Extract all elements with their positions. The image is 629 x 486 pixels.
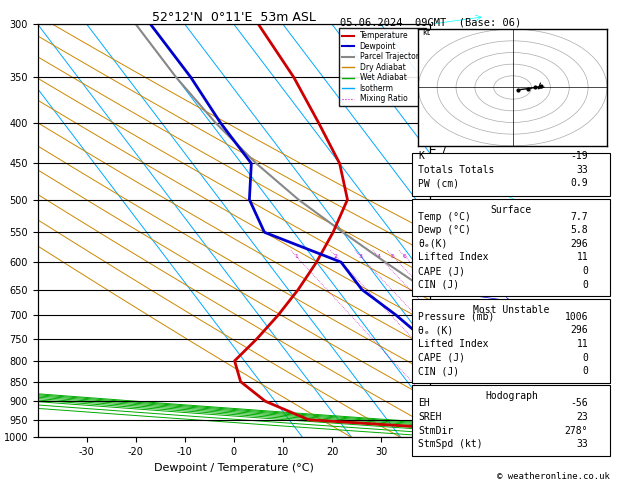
Text: Surface: Surface <box>491 205 532 215</box>
Text: StmDir: StmDir <box>418 426 454 435</box>
Text: -19: -19 <box>571 151 588 161</box>
Text: θₑ(K): θₑ(K) <box>418 239 448 249</box>
Text: 1: 1 <box>294 254 298 259</box>
Text: 1006: 1006 <box>565 312 588 322</box>
Text: 0: 0 <box>582 366 588 376</box>
Text: © weatheronline.co.uk: © weatheronline.co.uk <box>498 472 610 481</box>
Text: 7.7: 7.7 <box>571 212 588 222</box>
Text: Lifted Index: Lifted Index <box>418 253 489 262</box>
Legend: Temperature, Dewpoint, Parcel Trajectory, Dry Adiabat, Wet Adiabat, Isotherm, Mi: Temperature, Dewpoint, Parcel Trajectory… <box>339 28 426 106</box>
Text: 0.9: 0.9 <box>571 178 588 188</box>
Text: Temp (°C): Temp (°C) <box>418 212 471 222</box>
Text: -56: -56 <box>571 399 588 408</box>
Text: Totals Totals: Totals Totals <box>418 165 494 174</box>
Text: CIN (J): CIN (J) <box>418 366 459 376</box>
Text: PW (cm): PW (cm) <box>418 178 459 188</box>
Text: kt: kt <box>422 28 430 37</box>
Text: 3: 3 <box>359 254 362 259</box>
Text: CAPE (J): CAPE (J) <box>418 266 465 276</box>
Text: CIN (J): CIN (J) <box>418 280 459 290</box>
Text: Most Unstable: Most Unstable <box>473 305 550 315</box>
Text: 296: 296 <box>571 326 588 335</box>
Text: Pressure (mb): Pressure (mb) <box>418 312 494 322</box>
Text: 33: 33 <box>576 165 588 174</box>
Text: 23: 23 <box>576 412 588 422</box>
Text: 0: 0 <box>582 353 588 363</box>
Text: θₑ (K): θₑ (K) <box>418 326 454 335</box>
Text: 5: 5 <box>391 254 395 259</box>
Text: 2: 2 <box>334 254 338 259</box>
Text: 5.8: 5.8 <box>571 226 588 235</box>
Text: Hodograph: Hodograph <box>485 391 538 401</box>
Text: 05.06.2024  09GMT  (Base: 06): 05.06.2024 09GMT (Base: 06) <box>340 17 521 27</box>
Text: 11: 11 <box>576 253 588 262</box>
Text: Lifted Index: Lifted Index <box>418 339 489 349</box>
Text: 6: 6 <box>403 254 407 259</box>
Text: Dewp (°C): Dewp (°C) <box>418 226 471 235</box>
Text: LCL: LCL <box>434 424 449 433</box>
Text: 33: 33 <box>576 439 588 449</box>
Text: 0: 0 <box>582 266 588 276</box>
Text: 11: 11 <box>576 339 588 349</box>
Title: 52°12'N  0°11'E  53m ASL: 52°12'N 0°11'E 53m ASL <box>152 11 316 24</box>
Text: 4: 4 <box>376 254 381 259</box>
X-axis label: Dewpoint / Temperature (°C): Dewpoint / Temperature (°C) <box>154 463 314 473</box>
Y-axis label: km
ASL: km ASL <box>452 222 473 240</box>
Text: 8: 8 <box>422 254 426 259</box>
Text: StmSpd (kt): StmSpd (kt) <box>418 439 483 449</box>
Text: K: K <box>418 151 424 161</box>
Text: 0: 0 <box>582 280 588 290</box>
Text: CAPE (J): CAPE (J) <box>418 353 465 363</box>
Text: SREH: SREH <box>418 412 442 422</box>
Text: EH: EH <box>418 399 430 408</box>
Text: 296: 296 <box>571 239 588 249</box>
Text: 278°: 278° <box>565 426 588 435</box>
